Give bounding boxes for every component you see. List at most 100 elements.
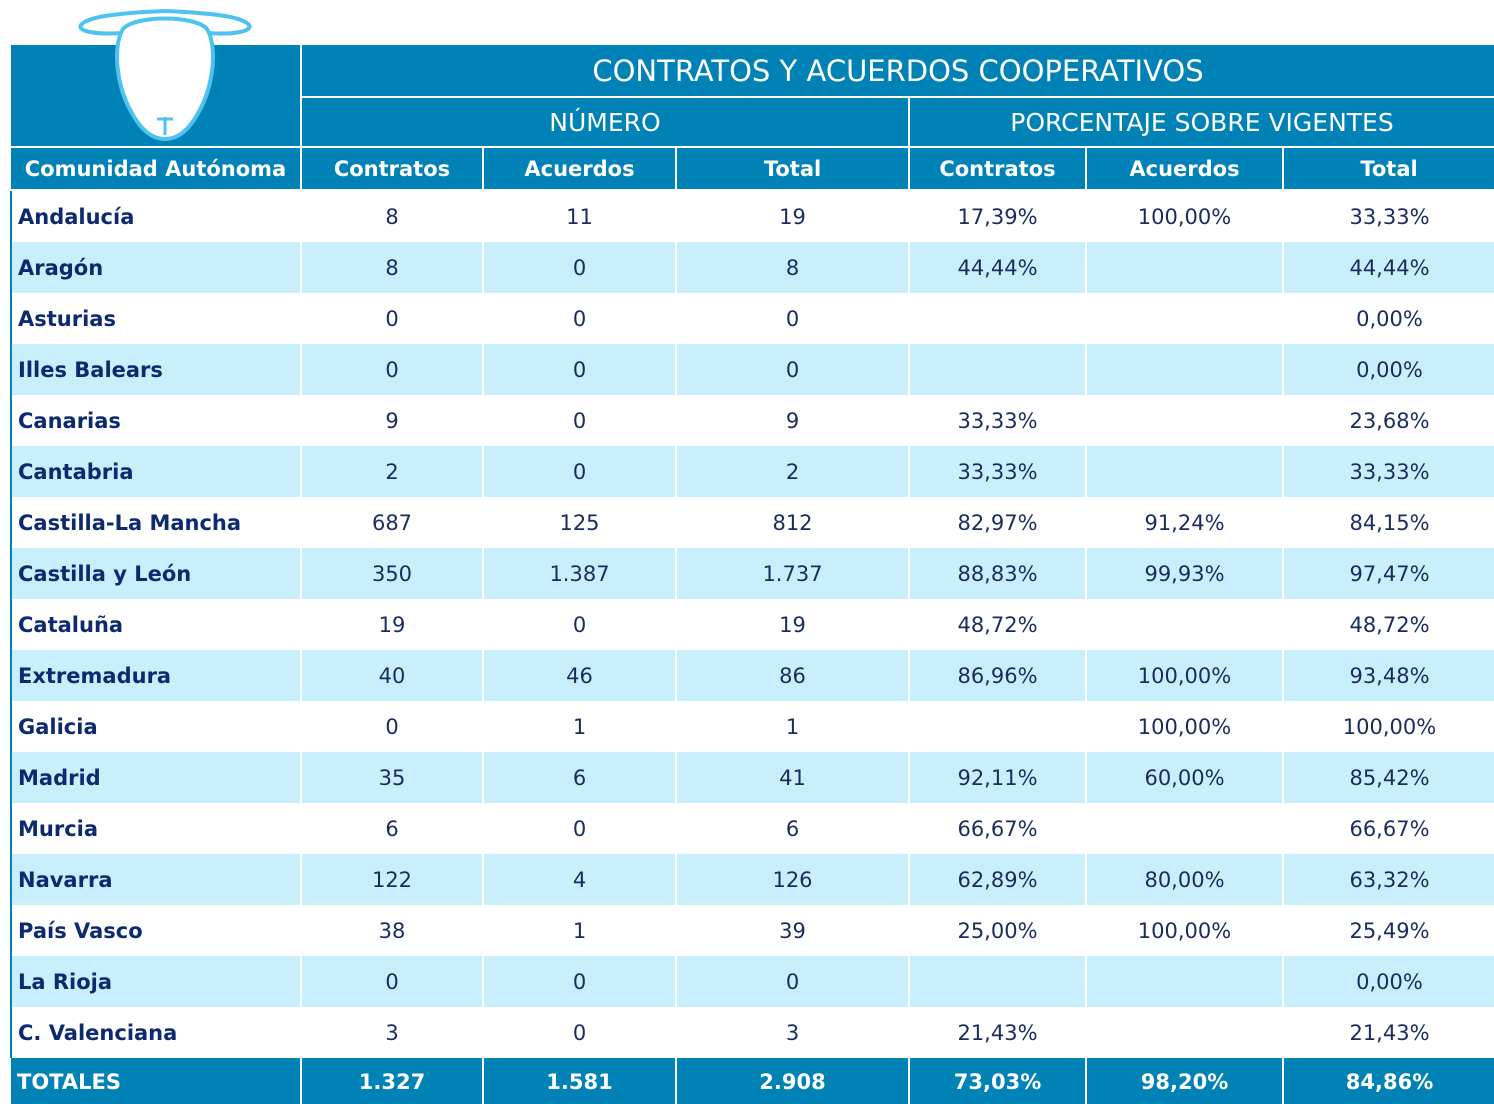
cell: 0 xyxy=(675,956,909,1007)
row: Illes Balears 0 0 0 0,00% xyxy=(10,344,1494,395)
cell: 125 xyxy=(482,497,676,548)
cell xyxy=(1085,446,1283,497)
group-header: PORCENTAJE SOBRE VIGENTES xyxy=(908,96,1494,148)
cell: 1.737 xyxy=(675,548,909,599)
cell: 0 xyxy=(482,599,676,650)
cell: 0 xyxy=(482,242,676,293)
row-label: Illes Balears xyxy=(10,344,301,395)
cell: 17,39% xyxy=(908,190,1086,242)
cell: 812 xyxy=(675,497,909,548)
cell: 33,33% xyxy=(908,395,1086,446)
cell xyxy=(908,956,1086,1007)
cell: 86 xyxy=(675,650,909,701)
cell xyxy=(1085,599,1283,650)
cell xyxy=(908,344,1086,395)
cell xyxy=(908,293,1086,344)
cell: 46 xyxy=(482,650,676,701)
cell: 11 xyxy=(482,190,676,242)
cell: 33,33% xyxy=(1282,446,1494,497)
cell: 60,00% xyxy=(1085,752,1283,803)
row-label: Cataluña xyxy=(10,599,301,650)
cell: 35 xyxy=(300,752,483,803)
cell: 38 xyxy=(300,905,483,956)
cell: 66,67% xyxy=(908,803,1086,854)
cell: 126 xyxy=(675,854,909,905)
cell xyxy=(1085,956,1283,1007)
group-header: NÚMERO xyxy=(300,96,910,148)
cell: 100,00% xyxy=(1085,701,1283,752)
cell: 85,42% xyxy=(1282,752,1494,803)
cell: 33,33% xyxy=(908,446,1086,497)
cell: 33,33% xyxy=(1282,190,1494,242)
row-label: Madrid xyxy=(10,752,301,803)
cell: 0 xyxy=(675,293,909,344)
column-header: Comunidad Autónoma xyxy=(11,146,302,191)
cell: 86,96% xyxy=(908,650,1086,701)
cell: 2 xyxy=(675,446,909,497)
cell: 9 xyxy=(300,395,483,446)
row-label: C. Valenciana xyxy=(10,1007,301,1058)
cell xyxy=(908,701,1086,752)
cell: 100,00% xyxy=(1085,905,1283,956)
cell: 82,97% xyxy=(908,497,1086,548)
table-title: CONTRATOS Y ACUERDOS COOPERATIVOS xyxy=(300,45,1494,98)
row-label: La Rioja xyxy=(10,956,301,1007)
cell: 100,00% xyxy=(1085,190,1283,242)
row-label: Murcia xyxy=(10,803,301,854)
row-label: Galicia xyxy=(10,701,301,752)
cell: 19 xyxy=(675,190,909,242)
cell: 1 xyxy=(675,701,909,752)
total-cell: 1.327 xyxy=(300,1058,483,1104)
row: Galicia 0 1 1 100,00% 100,00% xyxy=(10,701,1494,752)
row-label: Navarra xyxy=(10,854,301,905)
cell: 93,48% xyxy=(1282,650,1494,701)
cell: 0 xyxy=(675,344,909,395)
cell: 0 xyxy=(300,344,483,395)
cell: 19 xyxy=(675,599,909,650)
cell: 63,32% xyxy=(1282,854,1494,905)
cell: 0 xyxy=(482,446,676,497)
cell: 4 xyxy=(482,854,676,905)
row: C. Valenciana 3 0 3 21,43% 21,43% xyxy=(10,1007,1494,1058)
total-cell: 98,20% xyxy=(1085,1058,1283,1104)
row: Andalucía 8 11 19 17,39% 100,00% 33,33% xyxy=(10,190,1494,242)
cell: 19 xyxy=(300,599,483,650)
cell: 8 xyxy=(675,242,909,293)
row: Castilla y León 350 1.387 1.737 88,83% 99,93%… xyxy=(10,548,1494,599)
row: Aragón 8 0 8 44,44% 44,44% xyxy=(10,242,1494,293)
column-header: Acuerdos xyxy=(1085,146,1284,191)
cell: 122 xyxy=(300,854,483,905)
cell: 41 xyxy=(675,752,909,803)
cell: 21,43% xyxy=(908,1007,1086,1058)
cell: 0 xyxy=(300,701,483,752)
cell xyxy=(1085,803,1283,854)
cell: 0,00% xyxy=(1282,344,1494,395)
cell: 84,15% xyxy=(1282,497,1494,548)
row-label: Cantabria xyxy=(10,446,301,497)
cell xyxy=(1085,293,1283,344)
cell xyxy=(1085,395,1283,446)
cell: 99,93% xyxy=(1085,548,1283,599)
totals-row: TOTALES 1.327 1.581 2.908 73,03% 98,20% 84,86% xyxy=(11,1058,1494,1104)
row-label: Andalucía xyxy=(10,190,301,242)
row: País Vasco 38 1 39 25,00% 100,00% 25,49% xyxy=(10,905,1494,956)
cell: 0 xyxy=(482,803,676,854)
cell: 0 xyxy=(482,1007,676,1058)
row: Murcia 6 0 6 66,67% 66,67% xyxy=(10,803,1494,854)
cell: 92,11% xyxy=(908,752,1086,803)
cell: 1.387 xyxy=(482,548,676,599)
cell: 66,67% xyxy=(1282,803,1494,854)
cell: 8 xyxy=(300,190,483,242)
total-cell: 2.908 xyxy=(675,1058,909,1104)
cell: 0,00% xyxy=(1282,293,1494,344)
cell: 80,00% xyxy=(1085,854,1283,905)
cell: 25,49% xyxy=(1282,905,1494,956)
cell xyxy=(1085,242,1283,293)
cell: 100,00% xyxy=(1282,701,1494,752)
cell: 2 xyxy=(300,446,483,497)
cell: 3 xyxy=(675,1007,909,1058)
cell: 91,24% xyxy=(1085,497,1283,548)
column-header: Contratos xyxy=(908,146,1087,191)
cell: 97,47% xyxy=(1282,548,1494,599)
row-label: Asturias xyxy=(10,293,301,344)
